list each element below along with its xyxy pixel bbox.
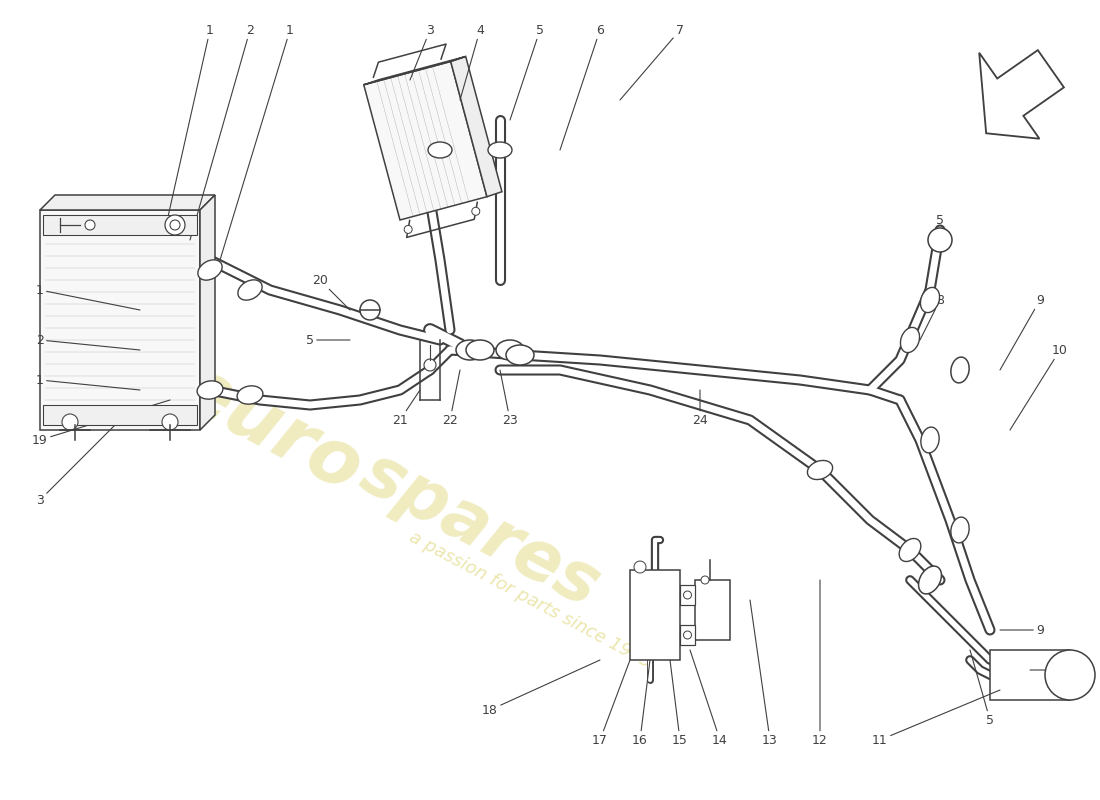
Text: 10: 10 <box>1030 663 1068 677</box>
Text: 7: 7 <box>620 23 684 100</box>
Ellipse shape <box>950 517 969 543</box>
Circle shape <box>85 220 95 230</box>
Text: 3: 3 <box>36 420 120 506</box>
Circle shape <box>683 591 692 599</box>
Text: 8: 8 <box>920 294 944 340</box>
Text: 24: 24 <box>692 390 708 426</box>
Text: 5: 5 <box>970 650 994 726</box>
Text: a passion for parts since 1985: a passion for parts since 1985 <box>406 528 654 672</box>
Text: 5: 5 <box>306 334 350 346</box>
Circle shape <box>928 228 952 252</box>
Circle shape <box>634 561 646 573</box>
Text: 22: 22 <box>442 370 460 426</box>
Text: 9: 9 <box>1000 623 1044 637</box>
Text: 21: 21 <box>392 390 420 426</box>
Polygon shape <box>364 57 465 85</box>
Bar <box>43 215 197 235</box>
Text: 11: 11 <box>872 690 1000 746</box>
Bar <box>680 585 695 605</box>
Circle shape <box>683 631 692 639</box>
Circle shape <box>360 300 379 320</box>
Text: 18: 18 <box>482 660 600 717</box>
Text: 12: 12 <box>812 580 828 746</box>
Ellipse shape <box>456 340 484 360</box>
Ellipse shape <box>921 427 939 453</box>
Bar <box>630 570 680 660</box>
Circle shape <box>701 576 710 584</box>
Circle shape <box>62 414 78 430</box>
Polygon shape <box>40 195 214 210</box>
Circle shape <box>1045 650 1094 700</box>
Text: 1: 1 <box>36 374 140 390</box>
Text: 20: 20 <box>312 274 350 310</box>
Ellipse shape <box>428 142 452 158</box>
Bar <box>695 580 730 640</box>
Ellipse shape <box>466 340 494 360</box>
Bar <box>990 650 1070 700</box>
Circle shape <box>424 359 436 371</box>
Text: euro: euro <box>166 351 374 509</box>
Text: 5: 5 <box>936 214 944 230</box>
Text: 13: 13 <box>750 600 778 746</box>
Bar <box>680 625 695 645</box>
Polygon shape <box>451 57 502 197</box>
Text: 10: 10 <box>1010 343 1068 430</box>
Text: 3: 3 <box>410 23 433 80</box>
Ellipse shape <box>921 287 939 313</box>
Text: 16: 16 <box>632 660 650 746</box>
Polygon shape <box>200 195 214 430</box>
Bar <box>43 405 197 425</box>
Text: 15: 15 <box>670 660 688 746</box>
Text: 6: 6 <box>560 23 604 150</box>
Ellipse shape <box>506 345 534 365</box>
Text: 4: 4 <box>460 23 484 100</box>
Ellipse shape <box>807 461 833 479</box>
Bar <box>40 210 200 430</box>
Ellipse shape <box>496 340 524 360</box>
Text: 1: 1 <box>165 23 213 230</box>
Ellipse shape <box>488 142 512 158</box>
Text: 23: 23 <box>500 370 518 426</box>
Ellipse shape <box>901 327 920 353</box>
Text: 17: 17 <box>592 660 630 746</box>
Circle shape <box>404 226 412 234</box>
Text: 2: 2 <box>36 334 140 350</box>
Text: 1: 1 <box>36 283 140 310</box>
Ellipse shape <box>950 357 969 383</box>
Text: spares: spares <box>349 439 610 621</box>
Circle shape <box>472 207 480 215</box>
Circle shape <box>162 414 178 430</box>
Polygon shape <box>979 50 1064 138</box>
Ellipse shape <box>899 538 921 562</box>
Ellipse shape <box>197 381 223 399</box>
Text: 2: 2 <box>190 23 254 240</box>
Text: 9: 9 <box>1000 294 1044 370</box>
Circle shape <box>165 215 185 235</box>
Ellipse shape <box>238 386 263 404</box>
Text: 19: 19 <box>32 400 170 446</box>
Ellipse shape <box>918 566 942 594</box>
Polygon shape <box>364 62 487 220</box>
Text: 5: 5 <box>510 23 544 120</box>
Text: 1: 1 <box>220 23 294 260</box>
Ellipse shape <box>198 260 222 280</box>
Text: 14: 14 <box>690 650 728 746</box>
Ellipse shape <box>238 280 262 300</box>
Circle shape <box>170 220 180 230</box>
